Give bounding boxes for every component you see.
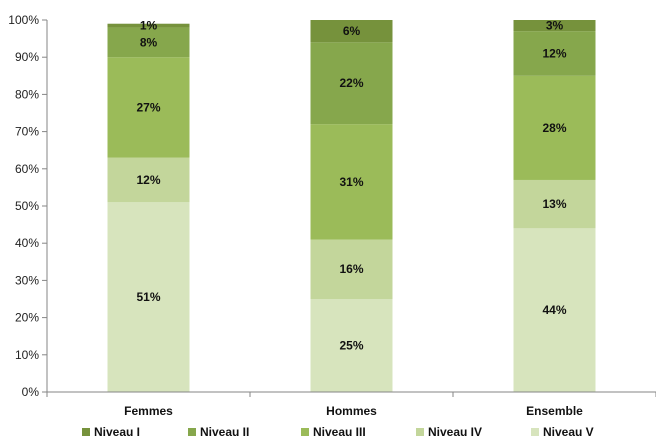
y-tick-label: 60% [15, 162, 39, 176]
y-tick-label: 90% [15, 50, 39, 64]
y-tick-label: 10% [15, 348, 39, 362]
data-label: 31% [339, 175, 363, 189]
legend-swatch [531, 428, 539, 436]
y-axis: 0% 10% 20% 30% 40% 50% 60% 70% 80% 90% 100% [8, 13, 48, 399]
category-label: Hommes [326, 404, 377, 418]
category-label: Ensemble [526, 404, 583, 418]
bar-segment [107, 27, 190, 58]
data-label: 51% [136, 290, 160, 304]
y-tick-label: 0% [22, 385, 40, 399]
bar-segment [513, 228, 596, 392]
bar-segment [107, 202, 190, 392]
bar-segment [107, 23, 190, 28]
bar-segment [310, 42, 393, 125]
bar-segment [513, 75, 596, 180]
y-tick-label: 100% [8, 13, 39, 27]
data-label: 44% [542, 303, 566, 317]
y-tick-label: 50% [15, 199, 39, 213]
bar-segment [107, 57, 190, 158]
legend-swatch [188, 428, 196, 436]
y-tick-label: 30% [15, 273, 39, 287]
legend-entry: Niveau I [94, 425, 140, 439]
data-label: 12% [136, 173, 160, 187]
legend-swatch [301, 428, 309, 436]
bar-segment [513, 20, 596, 32]
y-tick-label: 40% [15, 236, 39, 250]
y-tick-label: 70% [15, 125, 39, 139]
legend-swatch [82, 428, 90, 436]
legend-entry: Niveau III [313, 425, 366, 439]
y-tick-label: 20% [15, 311, 39, 325]
data-label: 25% [339, 339, 363, 353]
x-axis: Femmes Hommes Ensemble [46, 391, 656, 418]
data-label: 22% [339, 76, 363, 90]
legend-entry: Niveau II [200, 425, 249, 439]
y-tick-label: 80% [15, 87, 39, 101]
bar-segment [310, 239, 393, 299]
bar-segment [513, 179, 596, 229]
data-label: 6% [343, 24, 361, 38]
bar-segment [310, 20, 393, 43]
data-label: 12% [542, 46, 566, 60]
category-label: Femmes [124, 404, 173, 418]
bar-segment [310, 299, 393, 392]
data-label: 8% [140, 35, 158, 49]
bar-segment [513, 31, 596, 76]
data-label: 1% [140, 19, 158, 33]
data-label: 27% [136, 100, 160, 114]
legend-swatch [416, 428, 424, 436]
legend: Niveau I Niveau II Niveau III Niveau IV Nive… [82, 425, 594, 439]
data-label: 16% [339, 262, 363, 276]
bar-segment [107, 157, 190, 203]
data-label: 28% [542, 121, 566, 135]
bar-segment [310, 124, 393, 240]
data-label: 13% [542, 197, 566, 211]
legend-entry: Niveau IV [428, 425, 482, 439]
legend-entry: Niveau V [543, 425, 594, 439]
bars-group: 51% 12% 27% 8% 1% 25% 16% 31% 22% 6% 44% 13% 28% 12% 3… [107, 19, 596, 392]
data-label: 3% [546, 19, 564, 33]
